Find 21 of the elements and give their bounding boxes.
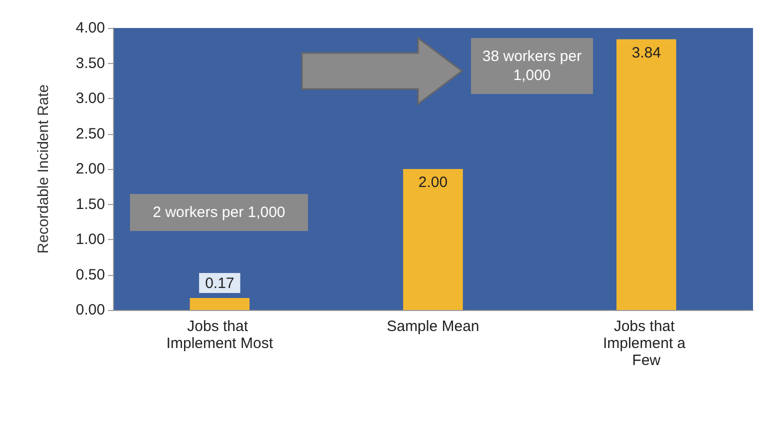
y-tick-label: 0.00: [76, 302, 105, 318]
y-tick-label: 1.50: [76, 196, 105, 213]
x-tick-label: Jobs that Implement Most: [166, 318, 274, 352]
y-tick-label: 3.50: [76, 54, 105, 72]
bar: [190, 298, 250, 310]
x-tick-label: Jobs that Implement a Few: [602, 318, 690, 369]
y-tick-label: 2.50: [76, 125, 105, 142]
x-tick-label: Sample Mean: [386, 318, 480, 335]
y-tick-label: 0.50: [76, 266, 105, 284]
callout-box: 38 workers per 1,000: [471, 38, 593, 94]
y-tick-label: 4.00: [76, 20, 105, 36]
y-axis-title: Recordable Incident Rate: [35, 84, 52, 254]
data-label: 0.17: [205, 275, 234, 292]
bar: [403, 169, 463, 310]
y-tick-label: 3.00: [76, 90, 105, 107]
data-label: 3.84: [632, 44, 661, 62]
bar: [616, 39, 676, 310]
y-tick-label: 1.00: [76, 231, 105, 248]
callout-box: 2 workers per 1,000: [130, 194, 308, 231]
y-tick-label: 2.00: [76, 160, 105, 178]
data-label: 2.00: [418, 174, 448, 191]
